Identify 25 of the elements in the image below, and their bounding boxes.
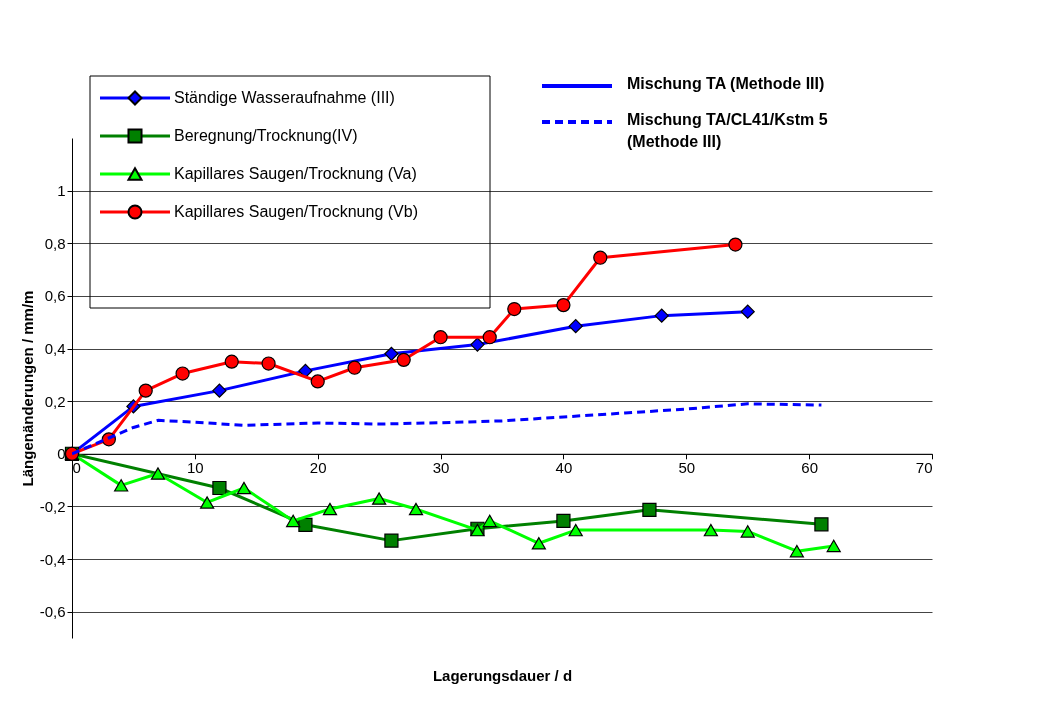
legend-label: Kapillares Saugen/Trocknung (Vb) <box>174 203 418 220</box>
y-tick-label: 0,8 <box>44 234 66 252</box>
legend-label: Beregnung/Trocknung(IV) <box>174 127 358 144</box>
y-axis-title: Längenänderungen / mm/m <box>18 290 36 487</box>
x-tick-label: 40 <box>555 459 573 477</box>
x-tick-label: 70 <box>915 459 933 477</box>
y-tick-label: -0,2 <box>39 497 66 515</box>
legend-label: Mischung TA/CL41/Kstm 5 (Methode III) <box>627 111 828 150</box>
y-tick-label: 1 <box>57 182 66 200</box>
x-tick-label: 60 <box>801 459 818 477</box>
legend-label: Kapillares Saugen/Trocknung (Va) <box>174 165 417 182</box>
y-tick-label: -0,4 <box>39 550 66 568</box>
y-tick-label: -0,6 <box>39 603 66 621</box>
x-tick-label: 50 <box>678 459 696 477</box>
y-tick-label: 0 <box>57 445 66 463</box>
y-tick-label: 0,2 <box>44 392 66 410</box>
x-tick-label: 20 <box>309 459 327 477</box>
y-tick-label: 0,6 <box>44 287 66 305</box>
x-tick-label: 0 <box>72 459 81 477</box>
x-tick-label: 10 <box>187 459 204 477</box>
legend-label: Ständige Wasseraufnahme (III) <box>174 89 395 106</box>
y-tick-label: 0,4 <box>44 340 66 358</box>
x-tick-label: 30 <box>432 459 450 477</box>
text: Mischung TA (Methode III) <box>627 75 825 92</box>
x-axis-title: Lagerungsdauer / d <box>432 666 573 684</box>
